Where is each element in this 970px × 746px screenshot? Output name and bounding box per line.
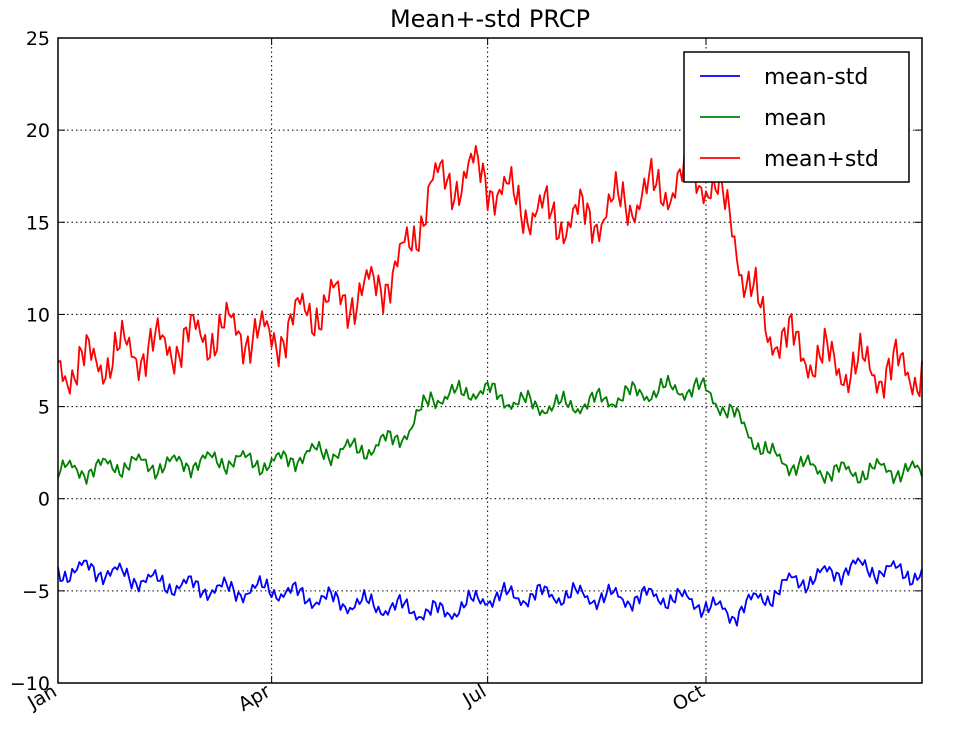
- x-tick-label: Apr: [235, 680, 275, 716]
- legend-label: mean+std: [764, 147, 879, 172]
- x-tick-label: Jul: [458, 680, 490, 711]
- legend-label: mean-std: [764, 65, 868, 90]
- series-line-mean-std: [57, 557, 923, 627]
- y-axis-ticks: −10 −5 0 5 10 15 20 25: [10, 28, 922, 695]
- series-line-mean: [57, 374, 923, 485]
- y-tick-label: 5: [38, 397, 50, 419]
- chart-title: Mean+-std PRCP: [390, 5, 590, 33]
- legend-label: mean: [764, 106, 826, 131]
- y-tick-label: 10: [26, 304, 50, 326]
- x-axis-ticks: Jan Apr Jul Oct: [23, 38, 709, 716]
- y-tick-label: −10: [10, 673, 50, 695]
- x-tick-label: Oct: [669, 680, 708, 715]
- y-tick-label: 20: [26, 120, 50, 142]
- y-tick-label: 25: [26, 28, 50, 50]
- legend: mean-std mean mean+std: [683, 51, 910, 183]
- grid-lines: [58, 38, 922, 683]
- y-tick-label: −5: [22, 581, 50, 603]
- data-series: [57, 144, 923, 627]
- series-line-mean-std: [57, 144, 923, 399]
- y-tick-label: 15: [26, 212, 50, 234]
- plot-frame: [57, 37, 923, 684]
- y-tick-label: 0: [38, 489, 50, 511]
